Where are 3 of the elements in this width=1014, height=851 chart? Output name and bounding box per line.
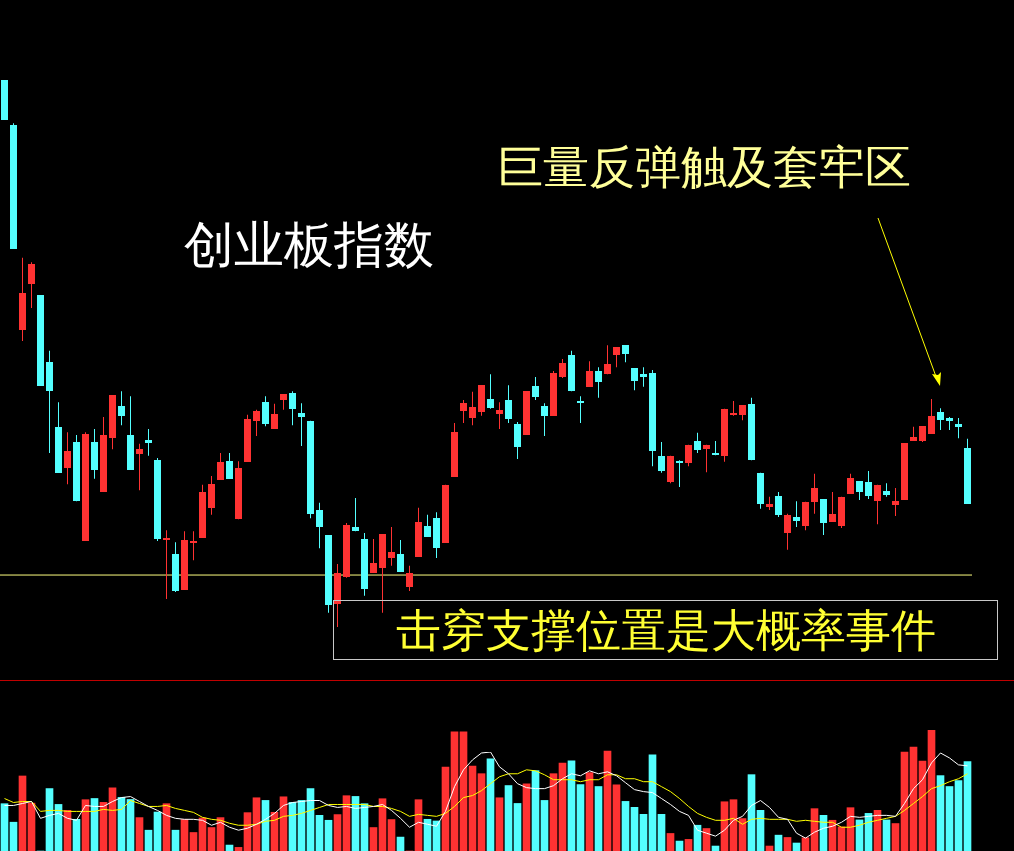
annotation: 巨量反弹触及套牢区 [497,140,911,194]
text: 创业板指数 [184,216,434,274]
annotation: 击穿支撑位置是大概率事件 [333,600,998,660]
